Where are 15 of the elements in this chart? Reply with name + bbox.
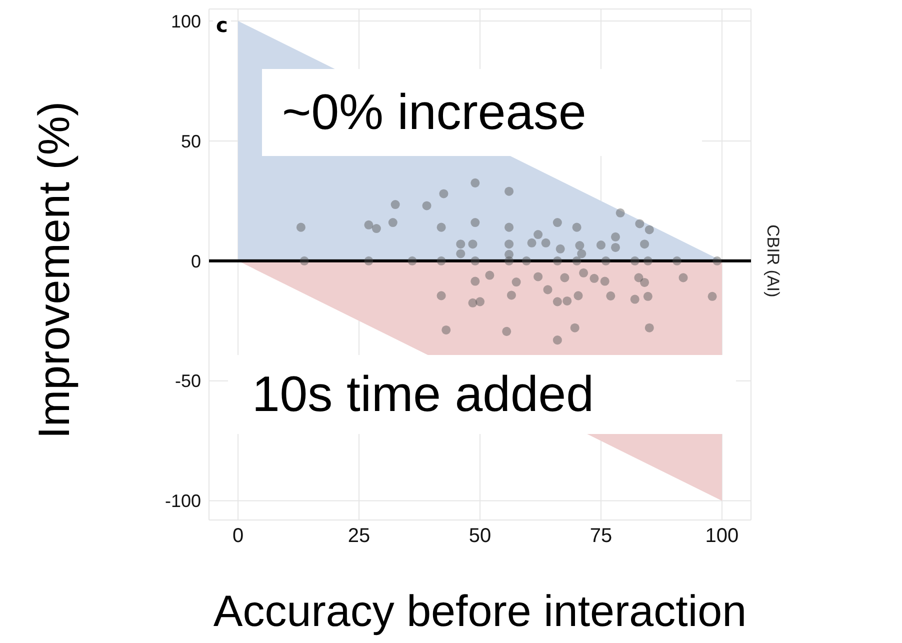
x-tick-label: 50: [468, 525, 492, 548]
y-tick-label: 100: [170, 11, 201, 32]
label-box: ~0% increase: [262, 69, 702, 156]
y-tick-label: -50: [174, 371, 201, 392]
label-box: 10s time added: [228, 355, 736, 434]
x-tick-label: 25: [348, 525, 370, 548]
x-tick-label: 100: [705, 525, 739, 548]
y-tick-label: 50: [180, 131, 201, 152]
x-tick-label: 75: [590, 525, 612, 548]
y-axis-title: Improvement (%): [30, 101, 80, 439]
x-tick-label: 0: [232, 525, 244, 548]
x-axis-title: Accuracy before interaction: [213, 587, 747, 637]
ref-line-label: CBIR (AI): [764, 224, 782, 298]
y-tick-label: 0: [190, 251, 201, 272]
y-tick-label: -100: [164, 491, 201, 512]
